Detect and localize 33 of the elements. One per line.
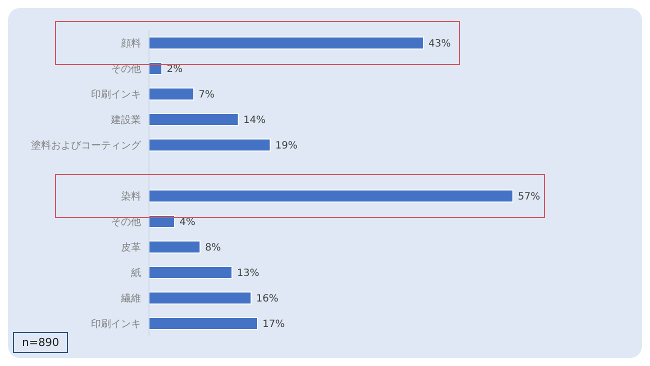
y-tick-label: 顔料	[121, 37, 141, 50]
bar	[149, 62, 162, 75]
y-tick-label: その他	[111, 216, 141, 228]
y-tick-label: 印刷インキ	[91, 88, 141, 100]
y-tick-label: 皮革	[121, 241, 141, 254]
bar	[149, 138, 271, 152]
data-label: 57%	[518, 192, 540, 202]
y-tick-label: 繊維	[120, 292, 141, 304]
bar	[149, 190, 514, 202]
data-label: 14%	[243, 115, 266, 126]
y-tick-label: 染料	[121, 190, 141, 202]
bar	[149, 215, 176, 228]
bar	[149, 266, 232, 279]
data-label: 43%	[428, 38, 451, 50]
data-label: 17%	[262, 319, 285, 330]
data-label: 7%	[198, 90, 215, 100]
data-label: 16%	[256, 294, 278, 304]
data-label: 8%	[205, 242, 221, 254]
bar	[149, 292, 252, 304]
data-label: 13%	[236, 268, 260, 279]
y-tick-label: その他	[111, 62, 141, 75]
y-tick-label: 建設業	[110, 114, 141, 126]
y-tick-label: 印刷インキ	[91, 318, 141, 330]
y-tick-label: 紙	[131, 266, 141, 279]
bar	[149, 36, 424, 50]
text: n=890	[13, 332, 68, 353]
bar	[149, 317, 258, 330]
data-label: 4%	[180, 217, 196, 228]
bar	[149, 240, 201, 254]
data-label: 19%	[275, 140, 298, 152]
bar	[149, 113, 239, 126]
bar	[149, 88, 194, 100]
y-tick-label: 塗料およびコーティング	[31, 139, 142, 152]
